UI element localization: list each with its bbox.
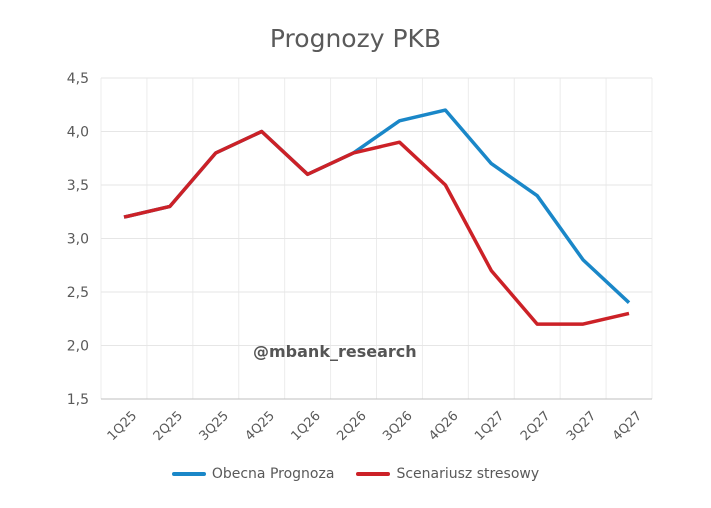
x-tick-label: 4Q26 — [426, 409, 461, 444]
x-tick-label: 4Q25 — [243, 409, 278, 444]
legend-label-0: Obecna Prognoza — [211, 466, 335, 482]
y-tick-label: 4,5 — [67, 71, 89, 87]
legend-swatch-1 — [356, 472, 391, 476]
x-tick-label: 4Q27 — [610, 409, 645, 444]
y-tick-label: 3,5 — [67, 178, 89, 194]
legend: Obecna Prognoza Scenariusz stresowy — [0, 466, 711, 482]
plot-area: 1,5 2,0 2,5 3,0 3,5 4,0 4,5 1Q25 2Q25 3Q25 4Q25 1Q2… — [67, 71, 653, 444]
x-tick-label: 1Q27 — [472, 409, 507, 444]
y-tick-label: 2,0 — [67, 339, 89, 355]
series-line-1 — [123, 129, 630, 326]
legend-item-0: Obecna Prognoza — [171, 466, 335, 482]
x-tick-label: 3Q25 — [197, 409, 232, 444]
x-tick-label: 2Q26 — [334, 409, 369, 444]
chart-title: Prognozy PKB — [269, 24, 442, 53]
x-tick-label: 2Q27 — [518, 409, 553, 444]
y-tick-label: 1,5 — [67, 392, 89, 408]
legend-item-1: Scenariusz stresowy — [356, 466, 539, 482]
x-tick-label: 3Q26 — [380, 409, 415, 444]
y-tick-label: 2,5 — [67, 285, 89, 301]
legend-label-1: Scenariusz stresowy — [396, 466, 540, 482]
x-tick-label: 1Q25 — [105, 409, 140, 444]
y-tick-label: 3,0 — [67, 232, 89, 248]
x-tick-label: 1Q26 — [288, 409, 323, 444]
watermark-annotation: @mbank_research — [253, 342, 417, 361]
x-tick-label: 3Q27 — [564, 409, 599, 444]
legend-swatch-0 — [171, 472, 206, 476]
y-tick-label: 4,0 — [67, 125, 89, 141]
x-tick-label: 2Q25 — [151, 409, 186, 444]
